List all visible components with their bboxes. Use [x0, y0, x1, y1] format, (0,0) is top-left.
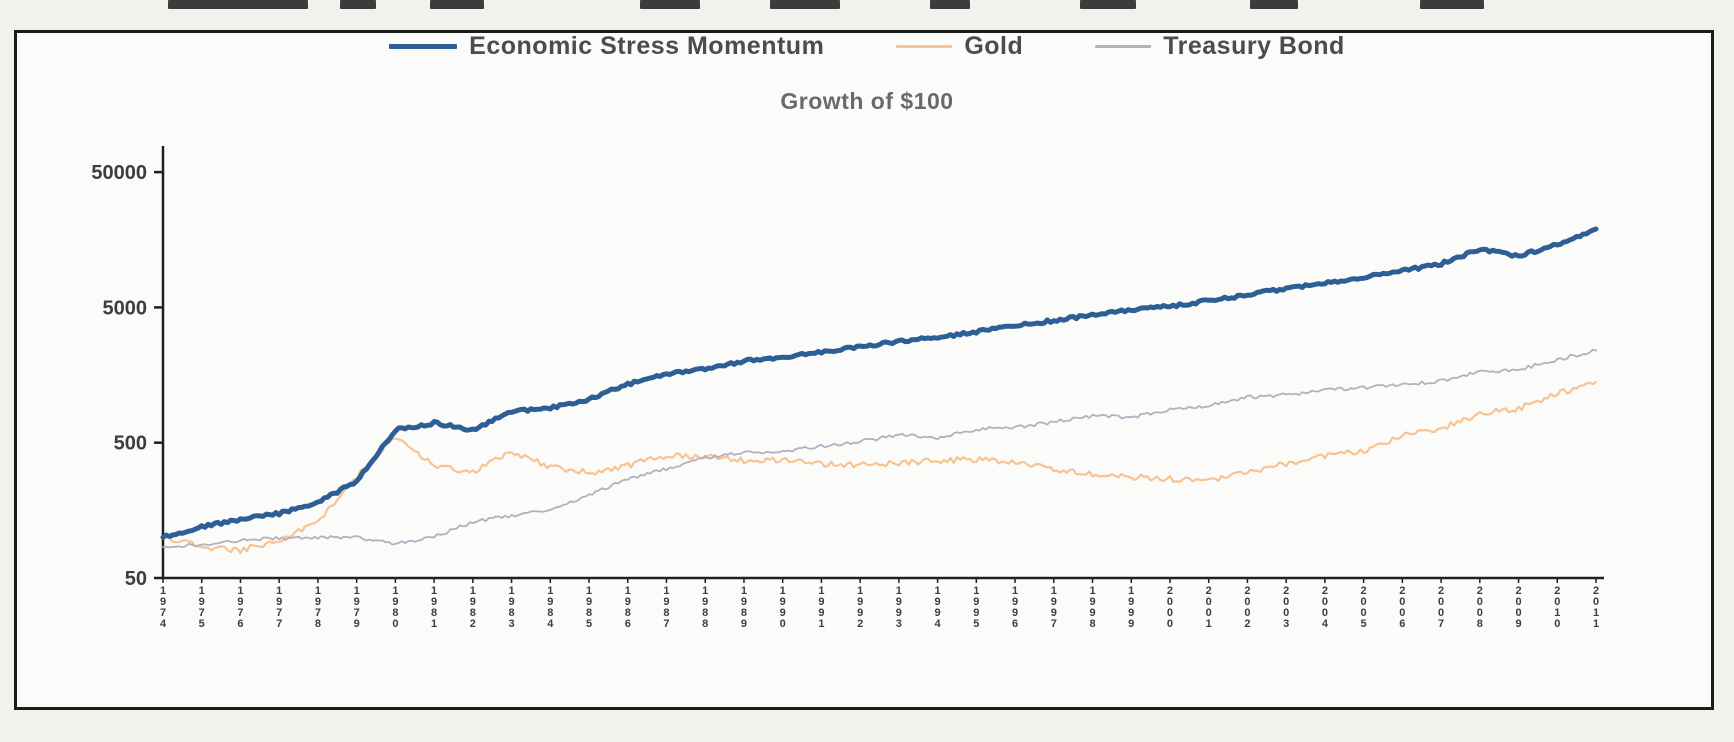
crop-artifact: [340, 0, 376, 9]
legend-item: Gold: [896, 32, 1023, 61]
crop-artifact: [640, 0, 700, 9]
crop-artifact: [1080, 0, 1136, 9]
legend-item: Treasury Bond: [1095, 32, 1345, 61]
top-crop-artifacts: [0, 0, 1734, 12]
chart-legend: Economic Stress Momentum Gold Treasury Bon…: [0, 32, 1734, 61]
crop-artifact: [1420, 0, 1484, 9]
chart-frame: [14, 30, 1714, 710]
crop-artifact: [930, 0, 970, 9]
crop-artifact: [430, 0, 484, 9]
legend-item: Economic Stress Momentum: [389, 32, 824, 61]
legend-label: Gold: [964, 32, 1024, 60]
chart-title: Growth of $100: [780, 88, 954, 114]
legend-label: Economic Stress Momentum: [469, 32, 825, 60]
crop-artifact: [168, 0, 308, 9]
legend-label: Treasury Bond: [1163, 32, 1345, 60]
legend-line-swatch: [896, 45, 953, 48]
crop-artifact: [1250, 0, 1298, 9]
legend-line-swatch: [1095, 45, 1152, 48]
legend-line-swatch: [389, 44, 458, 49]
crop-artifact: [770, 0, 840, 9]
